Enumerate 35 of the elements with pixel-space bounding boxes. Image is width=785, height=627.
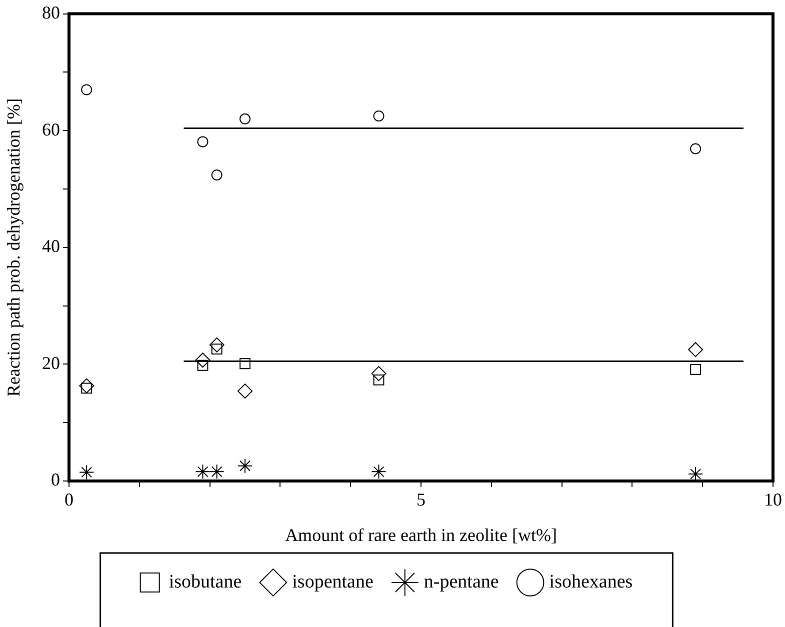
point — [195, 352, 210, 368]
point — [373, 374, 384, 386]
y-tick-label: 0 — [51, 470, 60, 490]
legend-label: isohexanes — [549, 571, 633, 592]
point — [81, 84, 92, 96]
x-tick-label: 5 — [416, 490, 426, 510]
point — [690, 364, 702, 375]
point — [209, 337, 224, 352]
point — [79, 464, 94, 480]
point — [688, 466, 704, 481]
point — [240, 358, 250, 370]
x-tick-label: 10 — [764, 490, 782, 510]
y-tick-label: 60 — [42, 119, 60, 140]
legend-label: n-pentane — [424, 571, 499, 592]
point — [238, 458, 252, 474]
point — [209, 464, 224, 480]
legend-label: isobutane — [168, 571, 242, 592]
y-tick-label: 80 — [42, 2, 60, 23]
point — [688, 342, 704, 358]
point — [238, 384, 252, 399]
point — [371, 464, 386, 480]
point — [79, 378, 94, 394]
y-tick-label: 40 — [42, 236, 60, 256]
legend-label: isopentane — [292, 571, 374, 592]
point — [373, 110, 384, 122]
point — [371, 366, 386, 382]
point — [197, 136, 208, 148]
point — [211, 169, 222, 180]
x-axis-title: Amount of rare earth in zeolite [wt%] — [285, 524, 557, 545]
y-tick-label: 20 — [42, 352, 60, 373]
point — [690, 143, 702, 154]
x-tick-label: 0 — [64, 490, 74, 510]
point — [240, 113, 250, 124]
y-axis-title: Reaction path prob. dehydrogenation [%] — [4, 98, 24, 397]
point — [195, 464, 210, 480]
